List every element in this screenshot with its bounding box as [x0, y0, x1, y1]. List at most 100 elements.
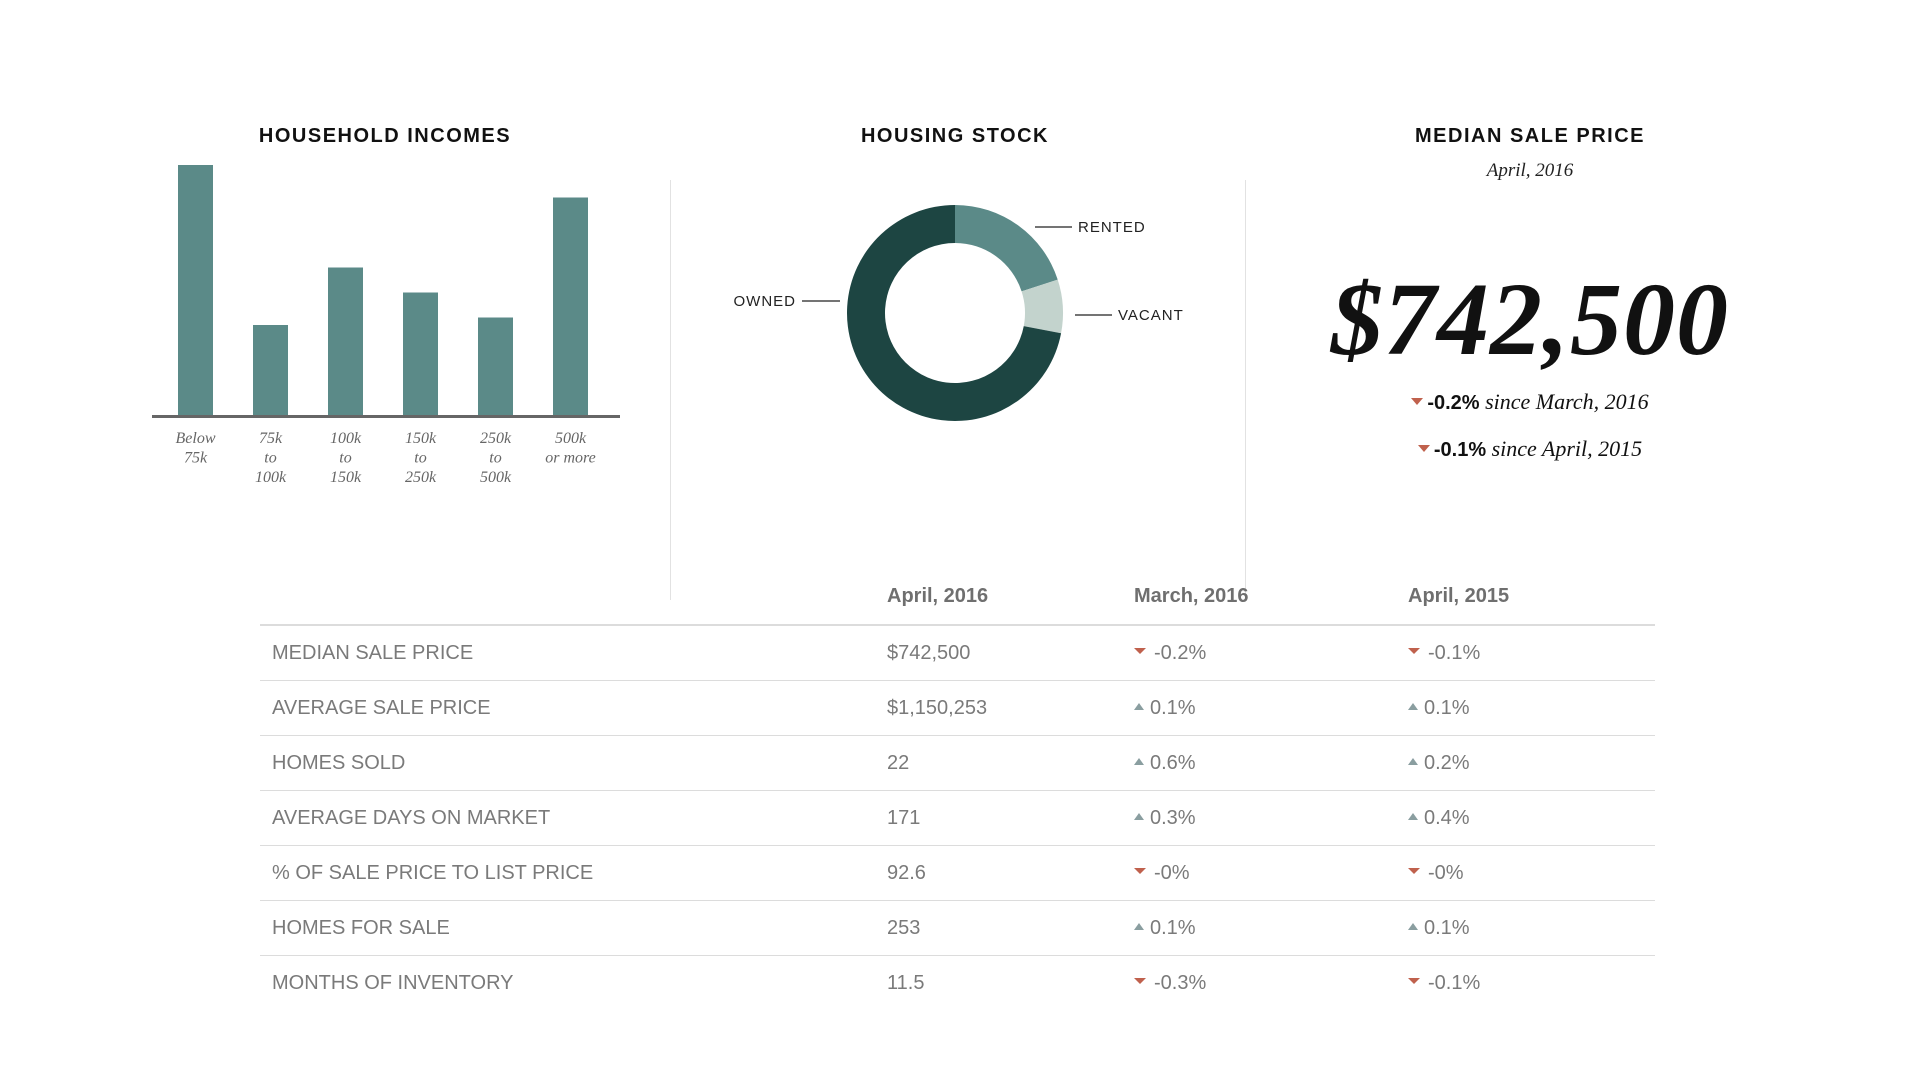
donut-slice-rented	[955, 205, 1058, 292]
housing-stock-donut-chart: RENTED VACANT OWNED	[734, 205, 1183, 421]
table-header-april-2015: April, 2015	[1408, 568, 1655, 626]
down-arrow-icon	[1408, 648, 1420, 655]
change-value: 0.3%	[1150, 806, 1196, 829]
up-arrow-icon	[1134, 757, 1144, 765]
table-row: AVERAGE DAYS ON MARKET 171 0.3% 0.4%	[260, 790, 1655, 846]
table-cell-metric: AVERAGE DAYS ON MARKET	[260, 790, 887, 846]
change-value: 0.1%	[1424, 696, 1470, 719]
down-arrow-icon	[1134, 648, 1146, 655]
bar-label-5-1: or more	[545, 450, 596, 467]
bar-3	[403, 292, 438, 415]
change-value: 0.2%	[1424, 751, 1470, 774]
bar-label-3-2: 250k	[405, 469, 437, 486]
price-change-month-text: since March, 2016	[1479, 389, 1649, 414]
table-cell-april-2015: 0.2%	[1408, 735, 1655, 791]
down-arrow-icon	[1134, 978, 1146, 985]
table-cell-april-2015: -0.1%	[1408, 625, 1655, 681]
table-cell-metric: % OF SALE PRICE TO LIST PRICE	[260, 845, 887, 901]
bar-label-4-1: to	[489, 450, 501, 467]
table-cell-march-2016: 0.1%	[1134, 680, 1408, 736]
change-value: 0.1%	[1424, 916, 1470, 939]
table-cell-april-2016: 253	[887, 900, 1134, 956]
bar-label-5-0: 500k	[555, 430, 587, 447]
price-change-month: -0.2% since March, 2016	[1260, 389, 1800, 415]
donut-label-owned: OWNED	[734, 293, 797, 310]
table-cell-metric: HOMES FOR SALE	[260, 900, 887, 956]
change-value: 0.6%	[1150, 751, 1196, 774]
down-arrow-icon	[1417, 445, 1430, 453]
table-row: HOMES SOLD 22 0.6% 0.2%	[260, 735, 1655, 791]
up-arrow-icon	[1408, 922, 1418, 930]
bar-label-1-1: to	[264, 450, 276, 467]
table-cell-april-2015: -0.1%	[1408, 956, 1655, 1011]
household-incomes-title: HOUSEHOLD INCOMES	[258, 125, 512, 147]
change-value: -0.1%	[1428, 971, 1481, 994]
price-change-year-value: -0.1%	[1433, 439, 1487, 461]
price-change-year: -0.1% since April, 2015	[1260, 436, 1800, 462]
table-cell-april-2016: 22	[887, 735, 1134, 791]
table-cell-march-2016: 0.3%	[1134, 790, 1408, 846]
table-cell-march-2016: -0%	[1134, 845, 1408, 901]
median-sale-price-title: MEDIAN SALE PRICE	[1415, 125, 1645, 147]
donut-slice-owned	[847, 205, 1062, 421]
table-header-metric	[260, 568, 887, 626]
bar-2	[328, 267, 363, 415]
change-value: -0%	[1428, 861, 1464, 884]
bar-label-2-2: 150k	[330, 469, 362, 486]
table-cell-april-2015: -0%	[1408, 845, 1655, 901]
down-arrow-icon	[1134, 868, 1146, 875]
panel-divider-right	[1245, 180, 1246, 600]
table-header-april-2016: April, 2016	[887, 568, 1134, 626]
household-incomes-panel: HOUSEHOLD INCOMES Below 75k 75k to 100k 100k t…	[140, 100, 630, 520]
bar-label-2-1: to	[339, 450, 351, 467]
table-cell-april-2016: 171	[887, 790, 1134, 846]
table-cell-metric: MEDIAN SALE PRICE	[260, 625, 887, 681]
median-sale-price-panel: MEDIAN SALE PRICE April, 2016 $742,500 -…	[1260, 100, 1800, 520]
up-arrow-icon	[1408, 757, 1418, 765]
up-arrow-icon	[1408, 702, 1418, 710]
bar-1	[253, 325, 288, 415]
table-cell-metric: HOMES SOLD	[260, 735, 887, 791]
change-value: 0.1%	[1150, 696, 1196, 719]
bar-4	[478, 317, 513, 415]
bar-5	[553, 197, 588, 415]
table-cell-metric: AVERAGE SALE PRICE	[260, 680, 887, 736]
bar-label-1-0: 75k	[259, 430, 283, 447]
table-cell-march-2016: -0.3%	[1134, 956, 1408, 1011]
price-change-month-value: -0.2%	[1427, 392, 1480, 414]
bar-label-4-2: 500k	[480, 469, 512, 486]
table-row: MEDIAN SALE PRICE $742,500 -0.2% -0.1%	[260, 625, 1655, 681]
table-cell-april-2015: 0.1%	[1408, 680, 1655, 736]
table-cell-april-2016: 11.5	[887, 971, 925, 994]
table-cell-april-2016: 92.6	[887, 845, 1134, 901]
table-row: HOMES FOR SALE 253 0.1% 0.1%	[260, 900, 1655, 956]
bar-label-3-1: to	[414, 450, 426, 467]
table-cell-march-2016: -0.2%	[1134, 625, 1408, 681]
change-value: -0.1%	[1428, 641, 1481, 664]
bar-label-1-2: 100k	[255, 469, 287, 486]
housing-stock-title: HOUSING STOCK	[860, 125, 1050, 147]
down-arrow-icon	[1408, 868, 1420, 875]
bar-label-4-0: 250k	[480, 430, 512, 447]
bar-0	[178, 165, 213, 415]
donut-slice-vacant	[1021, 279, 1063, 334]
bar-label-2-0: 100k	[330, 430, 362, 447]
table-cell-metric: MONTHS OF INVENTORY	[272, 971, 514, 994]
median-sale-price-value: $742,500	[1331, 262, 1729, 377]
down-arrow-icon	[1411, 398, 1424, 406]
up-arrow-icon	[1134, 812, 1144, 820]
household-incomes-bar-chart: Below 75k 75k to 100k 100k to 150k 150k to 250k 250…	[152, 165, 620, 486]
dashboard-top: HOUSEHOLD INCOMES Below 75k 75k to 100k 100k t…	[0, 80, 1920, 600]
change-value: -0.3%	[1154, 971, 1207, 994]
table-cell-march-2016: 0.1%	[1134, 900, 1408, 956]
donut-label-rented: RENTED	[1078, 219, 1146, 236]
table-header-march-2016: March, 2016	[1134, 568, 1408, 626]
up-arrow-icon	[1134, 702, 1144, 710]
median-sale-price-date: April, 2016	[1486, 160, 1574, 181]
table-row: % OF SALE PRICE TO LIST PRICE 92.6 -0% -0%	[260, 845, 1655, 901]
price-change-year-text: since April, 2015	[1486, 436, 1643, 461]
down-arrow-icon	[1408, 978, 1420, 985]
panel-divider-left	[670, 180, 671, 600]
bar-label-0-0: Below	[176, 430, 216, 447]
table-row: MONTHS OF INVENTORY 11.5 -0.3% -0.1%	[260, 956, 1655, 1011]
